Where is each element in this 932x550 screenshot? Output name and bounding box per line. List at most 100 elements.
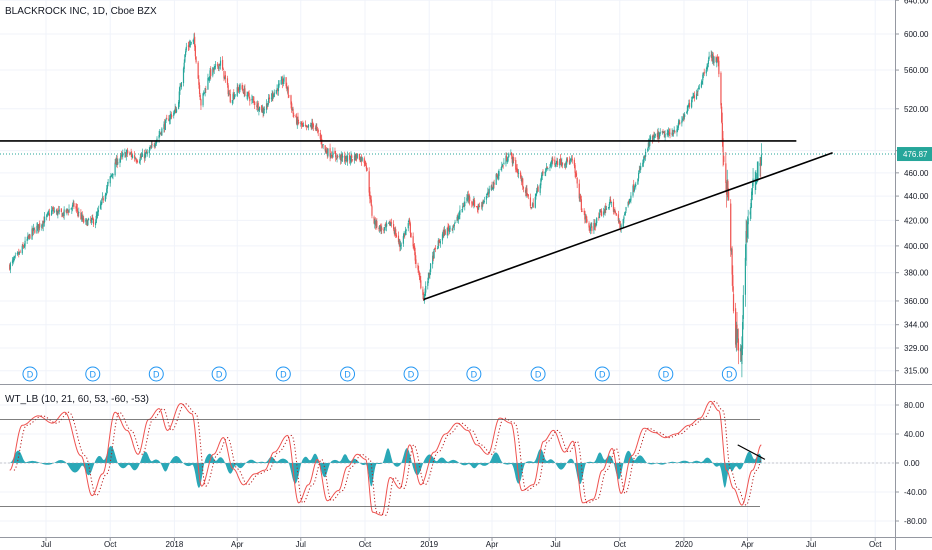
candle-body (725, 182, 728, 195)
candle-body (131, 154, 133, 158)
candle-body (38, 224, 40, 228)
candle-body (199, 95, 201, 100)
candle-body (618, 221, 620, 222)
candle-body (444, 230, 446, 235)
candle-body (109, 176, 111, 184)
y-tick-label: 40.00 (904, 430, 925, 439)
candle-body (70, 208, 72, 210)
candle-body (477, 208, 479, 210)
candle-body (31, 228, 33, 240)
candle-body (534, 197, 536, 208)
candle-body (393, 224, 395, 230)
candle-body (243, 88, 245, 94)
candle-body (722, 138, 724, 153)
candle-body (369, 191, 371, 199)
candle-body (53, 210, 55, 212)
dividend-label: D (726, 370, 733, 380)
candle-body (105, 193, 107, 197)
candle-body (327, 148, 329, 156)
candle-body (267, 103, 269, 107)
candle-body (44, 216, 46, 223)
candle-body (339, 155, 341, 158)
candle-body (687, 105, 689, 107)
candle-body (402, 236, 404, 244)
candle-body (434, 248, 437, 250)
candle-body (12, 258, 14, 262)
dividend-marker: D (85, 366, 101, 382)
candle-body (86, 220, 88, 227)
candle-body (248, 93, 250, 98)
dividend-circle (211, 366, 227, 382)
candle-body (251, 98, 253, 101)
candle-body (228, 93, 231, 95)
dividend-marker: D (658, 366, 674, 382)
candle-body (144, 153, 146, 159)
candle-body (198, 78, 200, 85)
candle-body (723, 156, 725, 162)
y-tick-label: 380.00 (904, 269, 929, 278)
candle-body (26, 239, 28, 241)
candle-body (423, 294, 425, 302)
dividend-label: D (599, 370, 606, 380)
candle-body (749, 211, 751, 215)
candle-body (268, 97, 270, 100)
candle-body (336, 155, 338, 159)
y-tick-label: 600.00 (904, 30, 929, 39)
candle-body (96, 214, 98, 217)
candle-body (210, 69, 212, 77)
candle-body (236, 87, 238, 96)
candle-body (635, 184, 637, 187)
candle-body (760, 159, 762, 165)
candle-body (482, 202, 484, 204)
dividend-circle (340, 366, 356, 382)
candle-body (446, 227, 448, 236)
candle-body (136, 160, 139, 162)
candle-body (52, 208, 54, 209)
candle-body (355, 154, 357, 161)
candle-body (388, 222, 390, 224)
dividend-marker: D (403, 366, 419, 382)
candle-body (476, 206, 478, 207)
candle-body (612, 201, 615, 212)
candle-body (42, 221, 44, 227)
candle-body (686, 112, 688, 114)
x-tick-label: Jul (550, 540, 560, 549)
candle-body (673, 129, 675, 133)
candle-body (156, 138, 158, 141)
candle-body (462, 206, 464, 209)
candle-body (427, 272, 430, 281)
candle-body (657, 132, 659, 136)
candle-body (536, 187, 538, 192)
candle-body (385, 223, 387, 227)
candle-body (277, 84, 280, 92)
candle-body (249, 98, 251, 102)
candle-body (271, 93, 273, 97)
candle-body (208, 76, 210, 81)
candle-body (491, 185, 493, 188)
x-tick-label: Oct (104, 540, 117, 549)
candle-body (619, 221, 621, 225)
candle-body (600, 210, 602, 212)
candle-body (535, 193, 537, 197)
candle-body (467, 194, 469, 199)
candle-body (302, 125, 305, 126)
x-tick-label: Oct (869, 540, 882, 549)
y-tick-label: 329.00 (904, 344, 929, 353)
candle-body (669, 132, 671, 134)
candle-body (549, 166, 551, 168)
candle-body (29, 234, 31, 239)
candle-body (283, 76, 285, 82)
candle-body (224, 75, 226, 79)
candle-body (550, 162, 552, 164)
candle-body (58, 209, 60, 212)
candle-body (559, 159, 561, 166)
dividend-label: D (408, 370, 415, 380)
candle-body (730, 249, 733, 252)
candle-body (120, 155, 122, 159)
candle-body (599, 211, 601, 213)
candle-body (752, 178, 754, 186)
candle-body (57, 211, 59, 215)
x-tick-label: Apr (486, 540, 499, 549)
candle-body (300, 122, 302, 124)
candle-body (584, 210, 586, 220)
